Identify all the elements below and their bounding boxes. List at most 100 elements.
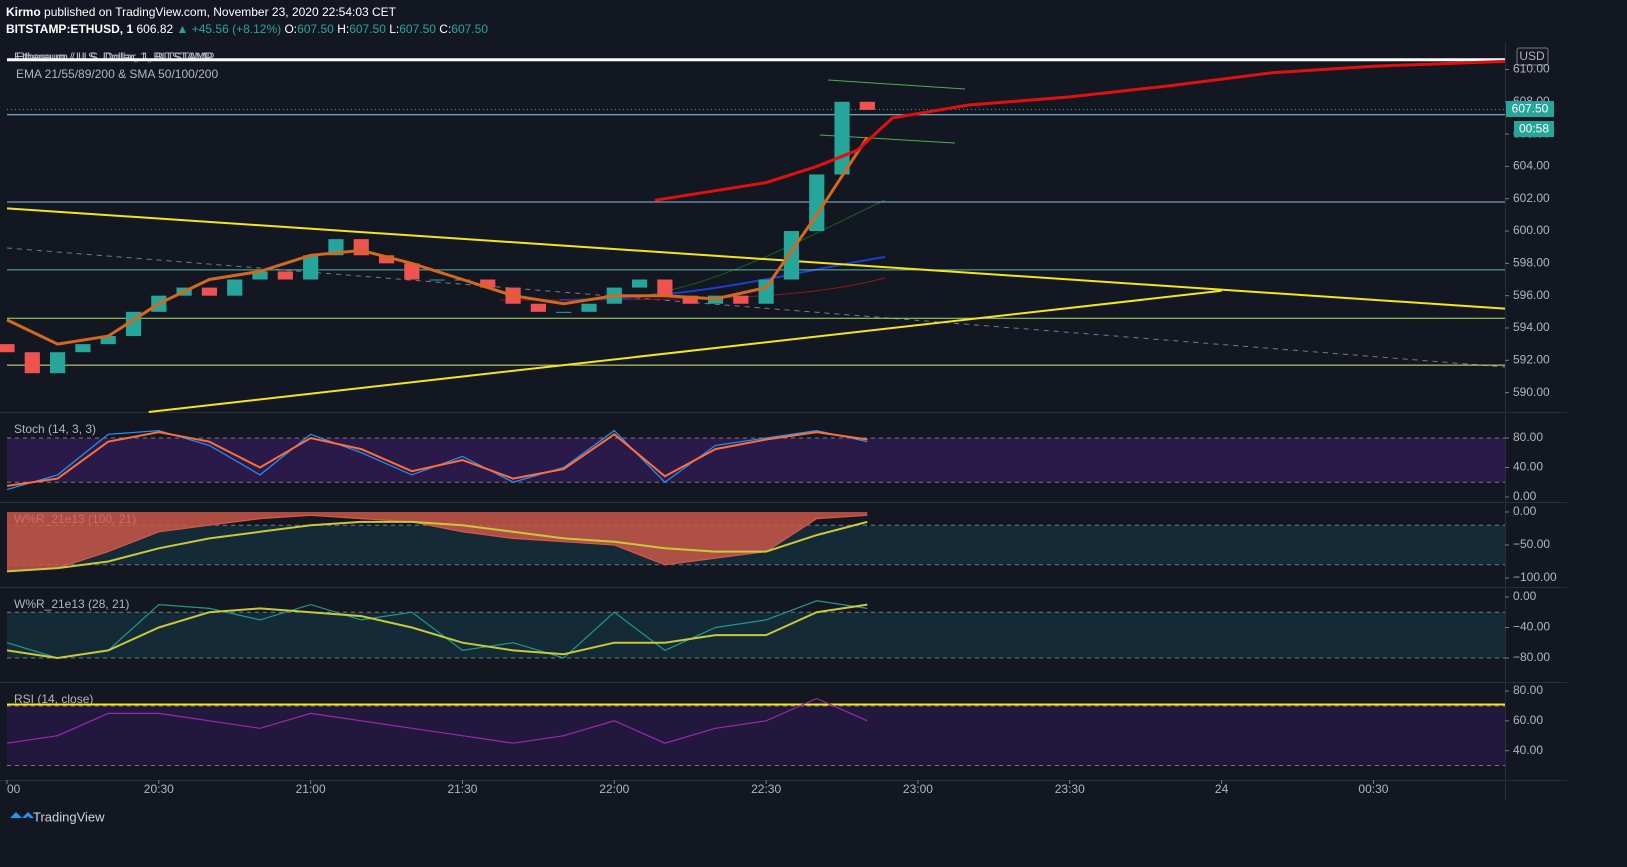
trendline xyxy=(148,289,1222,413)
candle xyxy=(530,303,546,312)
candle xyxy=(24,352,40,374)
candle xyxy=(100,336,116,345)
y-tick-label: −100.00 xyxy=(1513,570,1557,584)
ohlc-value: 607.50 xyxy=(349,22,386,36)
ohlc: O:607.50 H:607.50 L:607.50 C:607.50 xyxy=(284,22,488,36)
pane-title: RSI (14, close) xyxy=(14,692,93,706)
candle xyxy=(277,271,293,280)
ohlc-value: 607.50 xyxy=(297,22,334,36)
x-tick-label: 23:00 xyxy=(903,782,933,796)
header: Kirmo published on TradingView.com, Nove… xyxy=(6,4,488,38)
y-tick-label: 40.00 xyxy=(1513,460,1543,474)
indicator-line xyxy=(6,514,868,572)
candle xyxy=(581,303,597,312)
currency: USD xyxy=(1519,49,1545,63)
ohlc-label: C: xyxy=(439,22,452,36)
y-tick-label: 592.00 xyxy=(1513,352,1550,366)
indicator-line xyxy=(6,520,868,573)
y-tick-label: 598.00 xyxy=(1513,256,1550,270)
pane-title: Stoch (14, 3, 3) xyxy=(14,422,96,436)
pane-borders xyxy=(0,42,1567,800)
chart-subtitle: EMA 21/55/89/200 & SMA 50/100/200 xyxy=(16,67,218,81)
x-tick-label: 22:30 xyxy=(751,782,781,796)
symbol-line: BITSTAMP:ETHUSD, 1 606.82 ▲ +45.56 (+8.1… xyxy=(6,21,488,38)
band xyxy=(7,437,1505,483)
candle xyxy=(733,295,749,304)
price: 606.82 xyxy=(136,22,174,36)
indicator-line xyxy=(6,603,868,660)
ohlc-label: H: xyxy=(337,22,350,36)
candle xyxy=(834,101,850,175)
y-tick-label: 604.00 xyxy=(1513,159,1550,173)
symbol: BITSTAMP:ETHUSD, 1 xyxy=(6,22,134,36)
y-tick-label: 610.00 xyxy=(1513,62,1550,76)
pane-title: W%R_21e13 (28, 21) xyxy=(14,597,129,611)
candle xyxy=(252,271,268,280)
x-tick-label: 00:30 xyxy=(1358,782,1388,796)
last-price: 607.50 xyxy=(1512,102,1549,116)
candle xyxy=(75,344,91,353)
ohlc-value: 607.50 xyxy=(451,22,488,36)
candle xyxy=(657,279,673,296)
ohlc-value: 607.50 xyxy=(399,22,436,36)
publish-line: Kirmo published on TradingView.com, Nove… xyxy=(6,4,488,21)
y-tick-label: −80.00 xyxy=(1513,650,1550,664)
x-tick-label: 21:30 xyxy=(447,782,477,796)
y-tick-label: 600.00 xyxy=(1513,223,1550,237)
candle xyxy=(0,344,15,353)
y-tick-label: 40.00 xyxy=(1513,743,1543,757)
indicator-line xyxy=(6,431,868,487)
y-tick-label: 602.00 xyxy=(1513,191,1550,205)
x-tick-label: 24 xyxy=(1215,782,1229,796)
published: published on TradingView.com, November 2… xyxy=(44,5,397,19)
ohlc-label: L: xyxy=(389,22,400,36)
trendline xyxy=(6,207,1506,310)
y-tick-label: 596.00 xyxy=(1513,288,1550,302)
countdown: 00:58 xyxy=(1519,122,1549,136)
area xyxy=(7,511,868,572)
candle xyxy=(809,174,825,232)
y-tick-label: 60.00 xyxy=(1513,713,1543,727)
candle xyxy=(201,287,218,296)
ohlc-label: O: xyxy=(284,22,298,36)
currency-box xyxy=(1516,47,1549,66)
candle xyxy=(783,231,800,280)
y-tick-label: 0.00 xyxy=(1513,589,1537,603)
indicator-line xyxy=(6,600,868,659)
candle xyxy=(556,311,572,313)
price-tags: 607.50 00:58 xyxy=(1506,101,1554,137)
x-tick-label: 20:30 xyxy=(144,782,174,796)
candle xyxy=(480,279,496,288)
x-tick-label: 21:00 xyxy=(296,782,326,796)
candle xyxy=(682,295,698,304)
channel-top xyxy=(827,79,966,90)
last-price-box xyxy=(1506,101,1554,117)
y-tick-label: −40.00 xyxy=(1513,620,1550,634)
y-tick-label: −50.00 xyxy=(1513,537,1550,551)
candle xyxy=(859,101,875,110)
y-tick-label: 80.00 xyxy=(1513,683,1543,697)
countdown-box xyxy=(1514,121,1554,137)
y-tick-label: 594.00 xyxy=(1513,320,1550,334)
candle xyxy=(227,279,243,296)
candle xyxy=(303,255,319,280)
indicator-line xyxy=(6,697,868,744)
y-tick-label: 80.00 xyxy=(1513,430,1543,444)
change: ▲ +45.56 (+8.12%) xyxy=(176,22,282,36)
footer-brand: TradingView xyxy=(33,809,105,824)
author: Kirmo xyxy=(6,5,41,19)
dashed-trend xyxy=(6,247,1506,368)
logo xyxy=(10,812,34,818)
candle xyxy=(632,279,648,288)
pane-title: Ethereum / U.S. Dollar, 1, BITSTAMP xyxy=(14,50,213,64)
candle xyxy=(378,255,395,264)
x-tick-label: 23:30 xyxy=(1055,782,1085,796)
candle xyxy=(50,352,66,374)
x-tick-label: 00 xyxy=(7,782,21,796)
band xyxy=(7,705,1505,766)
ma-line xyxy=(6,136,869,346)
y-tick-label: 590.00 xyxy=(1513,385,1550,399)
candle xyxy=(404,263,420,280)
